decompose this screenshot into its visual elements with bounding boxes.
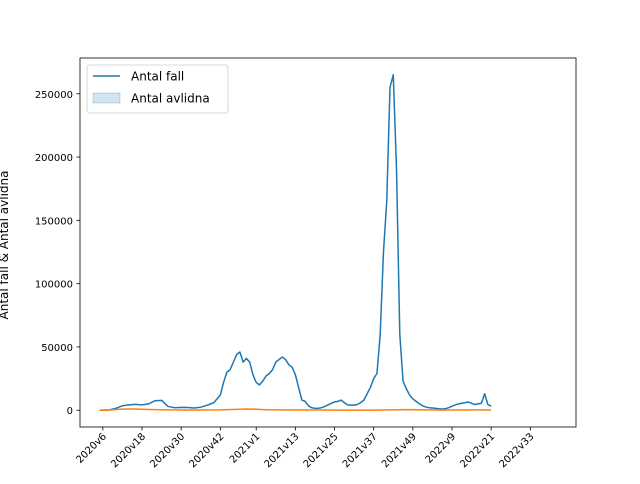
legend-box — [86, 64, 229, 114]
axes-background — [80, 58, 576, 427]
y-tick-label: 0 — [67, 406, 73, 417]
y-tick-label: 50000 — [41, 343, 73, 354]
series-line-1 — [99, 74, 492, 411]
legend-swatch-patch — [92, 92, 121, 104]
axes-frame — [79, 57, 577, 428]
y-tick-label: 150000 — [35, 216, 73, 227]
legend-label: Antal fall — [131, 70, 184, 84]
series-line-2 — [99, 408, 492, 411]
y-axis-label: Antal fall & Antal avlidna — [0, 171, 11, 320]
legend-label: Antal avlidna — [131, 92, 210, 106]
y-tick-label: 250000 — [35, 90, 73, 101]
y-tick-label: 200000 — [35, 153, 73, 164]
plot-area — [80, 58, 576, 427]
legend: Antal fall Antal avlidna — [86, 64, 229, 114]
y-tick-label: 100000 — [35, 280, 73, 291]
